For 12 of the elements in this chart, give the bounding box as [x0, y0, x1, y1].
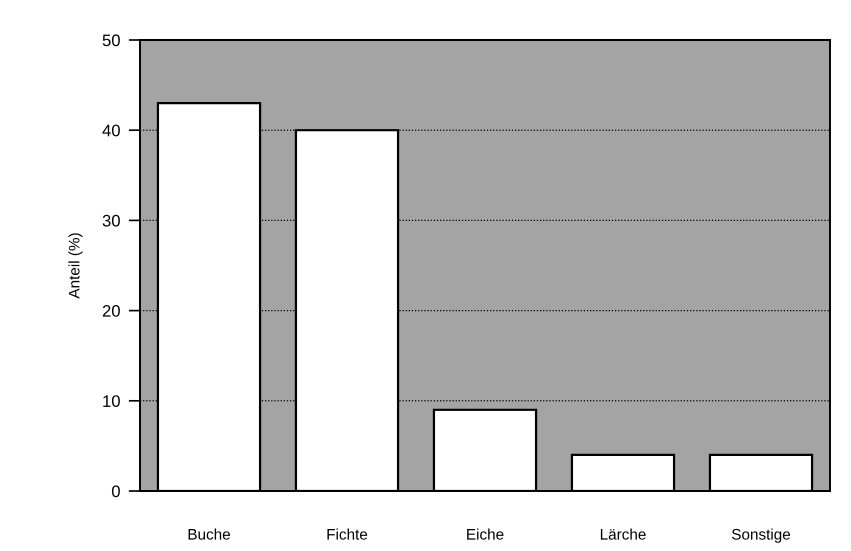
y-tick-label: 20: [102, 305, 120, 317]
x-tick-label: Buche: [188, 528, 230, 540]
x-tick-label: Sonstige: [732, 528, 790, 543]
y-tick-label: 50: [102, 34, 120, 46]
x-tick-label: Eiche: [467, 528, 504, 540]
x-tick-label: Lärche: [600, 528, 646, 540]
y-tick-label: 10: [103, 395, 120, 408]
y-tick-label: 0: [112, 485, 120, 498]
x-tick-label: Fichte: [327, 528, 368, 540]
y-axis-title: Anteil (%): [68, 233, 83, 299]
y-tick-label: 40: [102, 124, 120, 136]
y-tick-label: 30: [102, 214, 120, 227]
